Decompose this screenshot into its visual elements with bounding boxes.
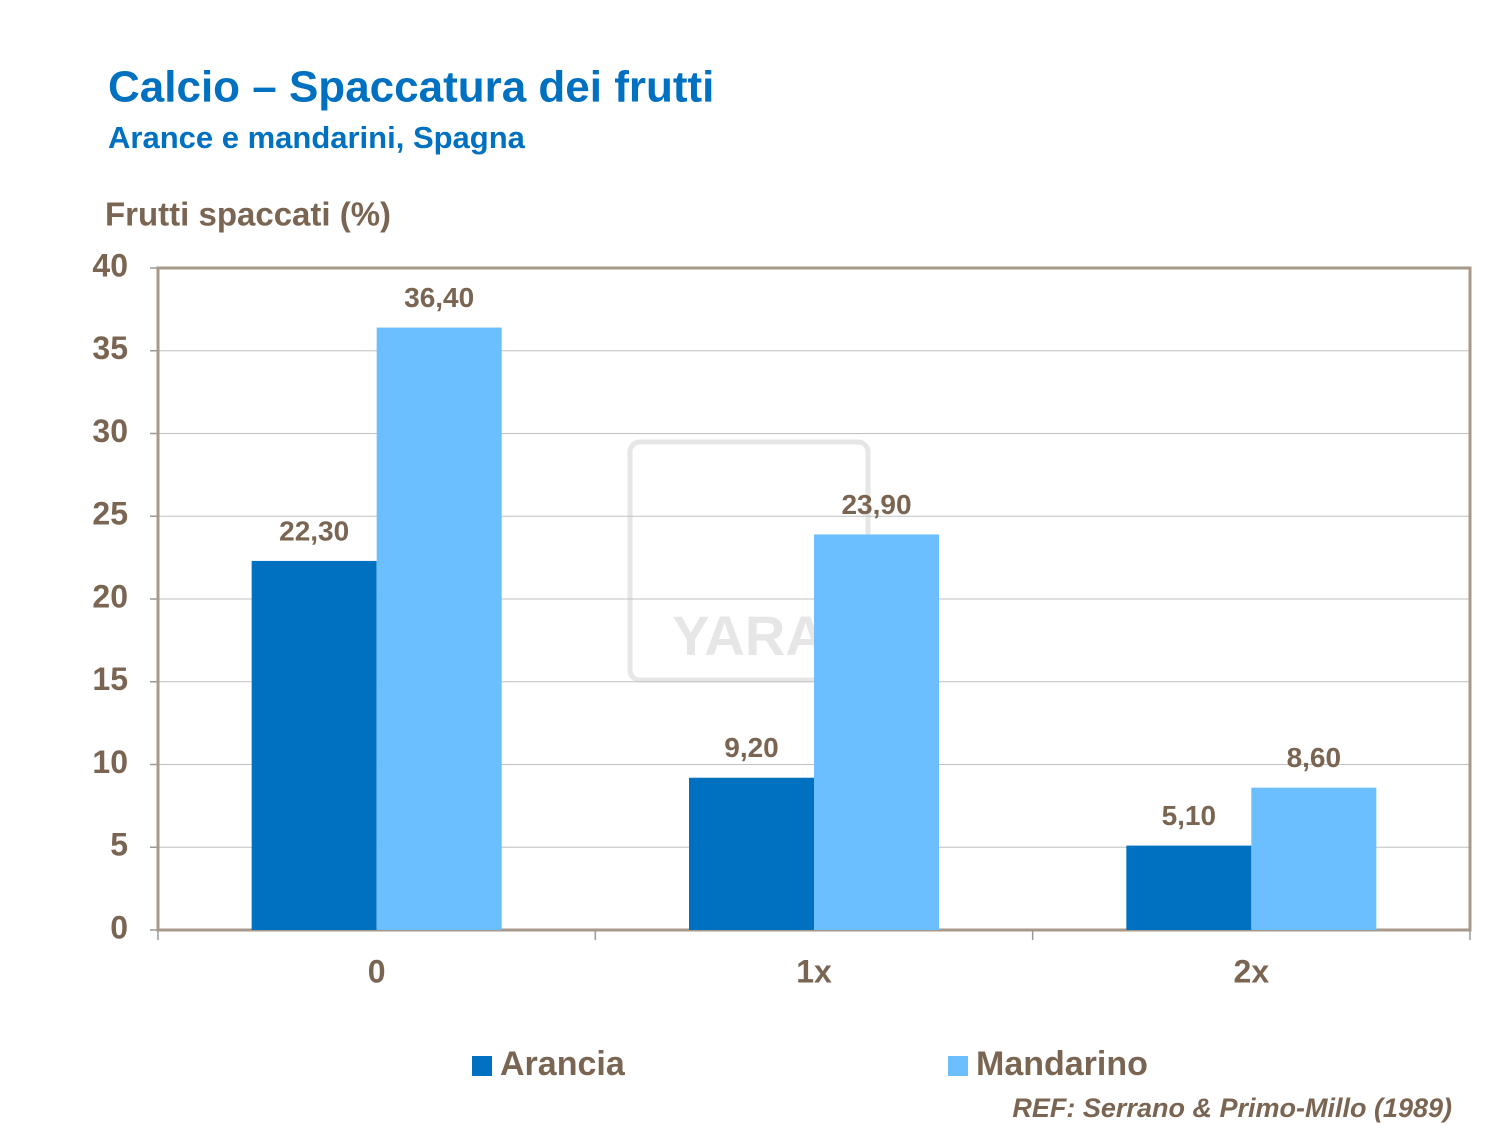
chart-title: Calcio – Spaccatura dei frutti: [108, 63, 714, 112]
value-label: 23,90: [841, 489, 911, 520]
y-tick-label: 30: [92, 413, 128, 449]
y-tick-label: 40: [92, 247, 128, 283]
reference: REF: Serrano & Primo-Millo (1989): [1012, 1093, 1452, 1123]
value-label: 8,60: [1287, 742, 1342, 773]
legend-entry: Mandarino: [948, 1045, 1148, 1083]
y-tick-label: 5: [110, 827, 128, 863]
value-label: 36,40: [404, 282, 474, 313]
watermark: YARA: [627, 439, 871, 683]
y-tick-label: 25: [92, 496, 128, 532]
bar: [689, 777, 814, 930]
legend-label: Arancia: [500, 1045, 626, 1083]
y-tick-label: 35: [92, 330, 128, 366]
bar: [251, 560, 377, 930]
watermark-text: YARA: [672, 604, 826, 667]
legend-entry: Arancia: [472, 1045, 626, 1083]
bar: [1251, 787, 1377, 930]
value-label: 22,30: [279, 515, 349, 546]
y-tick-label: 0: [110, 909, 128, 945]
y-axis-label: Frutti spaccati (%): [105, 196, 391, 233]
value-label: 5,10: [1162, 800, 1217, 831]
y-tick-label: 20: [92, 578, 128, 614]
x-tick-label: 2x: [1234, 953, 1270, 989]
legend-swatch: [472, 1056, 492, 1076]
value-label: 9,20: [724, 732, 779, 763]
bar: [1126, 845, 1252, 930]
legend-swatch: [948, 1056, 968, 1076]
x-tick-label: 1x: [796, 953, 832, 989]
y-tick-label: 15: [92, 661, 128, 697]
legend-label: Mandarino: [976, 1045, 1148, 1083]
x-tick-label: 0: [368, 953, 386, 989]
chart-subtitle: Arance e mandarini, Spagna: [108, 120, 526, 155]
bar: [376, 327, 502, 931]
bar: [814, 534, 939, 930]
y-tick-label: 10: [92, 744, 128, 780]
